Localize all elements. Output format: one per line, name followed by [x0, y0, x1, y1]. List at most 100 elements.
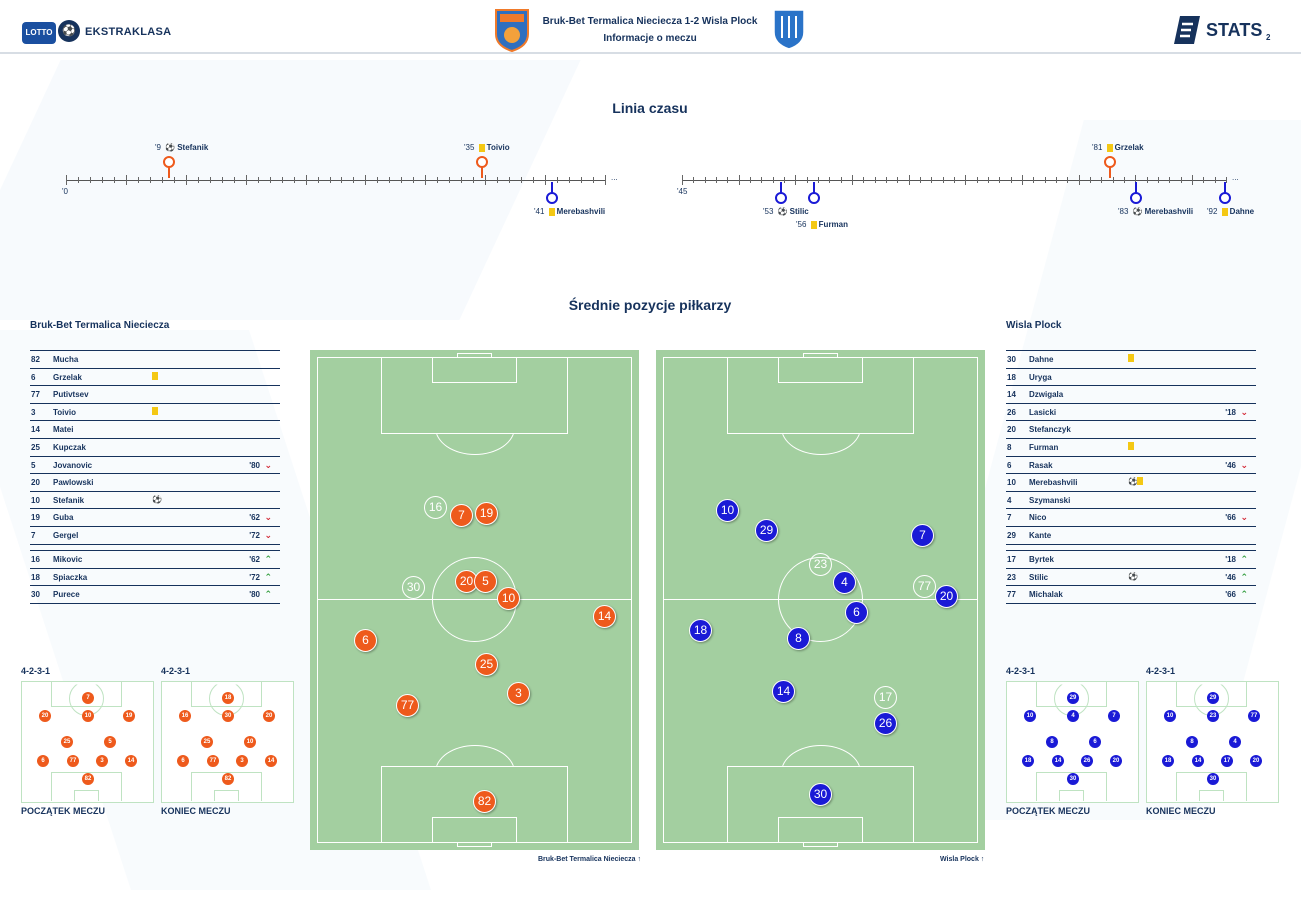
- player-number: 6: [1007, 460, 1012, 470]
- map-pin-icon: [1130, 192, 1142, 204]
- map-pin-stem: [1109, 166, 1111, 178]
- formation-player-dot: 14: [1192, 755, 1204, 767]
- player-position-dot: 10: [716, 499, 739, 522]
- roster-row: 18 Uryga: [1006, 369, 1256, 387]
- formation-player-dot: 25: [61, 736, 73, 748]
- match-subtitle: Informacje o meczu: [603, 33, 697, 44]
- player-position-dot: 14: [772, 680, 795, 703]
- player-name: Stefanik: [53, 495, 85, 505]
- home-crest-icon: [495, 9, 529, 52]
- timeline-tick: [1181, 177, 1182, 183]
- formation-player-dot: 19: [123, 710, 135, 722]
- player-number: 10: [1007, 478, 1016, 488]
- timeline-tick: [318, 177, 319, 183]
- player-position-dot: 18: [689, 619, 712, 642]
- formation-player-dot: 77: [207, 755, 219, 767]
- timeline-tick: [1033, 177, 1034, 183]
- player-name: Kupczak: [53, 442, 86, 452]
- formation-player-dot: 82: [82, 773, 94, 785]
- event-label: '41 Merebashvili: [534, 207, 606, 216]
- chevron-down-icon: ⌄: [1240, 512, 1248, 523]
- player-position-dot: 4: [833, 571, 856, 594]
- yellow-card-icon: [1128, 441, 1134, 450]
- map-pin-stem: [780, 182, 782, 194]
- map-pin-stem: [168, 166, 170, 178]
- chevron-up-icon: ⌃: [264, 571, 272, 582]
- player-number: 23: [1007, 572, 1016, 582]
- timeline-tick: [521, 177, 522, 183]
- formation-player-dot: 3: [96, 755, 108, 767]
- formation-player-dot: 14: [125, 755, 137, 767]
- timeline-tick: [841, 177, 842, 183]
- player-name: Kante: [1029, 530, 1052, 540]
- player-number: 6: [31, 372, 36, 382]
- timeline-tick: [739, 175, 740, 185]
- substitution-minute: '66: [1225, 590, 1236, 600]
- timeline-tick: [943, 177, 944, 183]
- mini-penalty-area: [1176, 772, 1247, 801]
- player-name: Mikovic: [53, 555, 83, 564]
- away-formation-end: 29 10 23 77 8 4 18 14 17 20 30: [1146, 681, 1279, 803]
- mini-penalty-area: [1036, 772, 1107, 801]
- player-number: 77: [31, 390, 40, 400]
- yellow-card-icon: [1106, 143, 1113, 152]
- timeline-tick: [413, 177, 414, 183]
- timeline-tick: [886, 177, 887, 183]
- substitution-minute: '72: [249, 530, 260, 540]
- timeline-tick: [693, 177, 694, 183]
- formation-player-dot: 6: [177, 755, 189, 767]
- timeline-tick: [449, 177, 450, 183]
- formation-player-dot: 14: [1052, 755, 1064, 767]
- yellow-card-icon: [1221, 207, 1228, 216]
- timeline-tick: [1147, 177, 1148, 183]
- player-name: Gergel: [53, 530, 79, 540]
- map-pin-icon: [476, 156, 488, 168]
- substitution-minute: '80: [249, 590, 260, 600]
- event-label: '81 Grzelak: [1092, 143, 1144, 152]
- roster-row: 6 Rasak '46 ⌄: [1006, 457, 1256, 475]
- yellow-card-icon: [152, 406, 158, 415]
- timeline-tick: [533, 177, 534, 183]
- timeline-tick: [1226, 177, 1227, 183]
- timeline-tick: [569, 177, 570, 183]
- player-number: 25: [31, 442, 40, 452]
- player-position-dot: 19: [475, 502, 498, 525]
- timeline-tick: [365, 175, 366, 185]
- home-roster: 82 Mucha 6 Grzelak 77 Putivtsev 3 Toivio 14 Matei…: [30, 350, 280, 545]
- chevron-up-icon: ⌃: [1240, 554, 1248, 564]
- player-position-dot: 25: [475, 653, 498, 676]
- roster-row: 20 Pawlowski: [30, 474, 280, 492]
- away-formation-end-label: 4-2-3-1: [1146, 666, 1176, 676]
- player-number: 77: [1007, 590, 1016, 600]
- timeline-tick: [1067, 177, 1068, 183]
- timeline-tick: [705, 177, 706, 183]
- chevron-up-icon: ⌃: [1240, 589, 1248, 600]
- timeline-tick: [353, 177, 354, 183]
- positions-title: Średnie pozycje piłkarzy: [568, 297, 732, 313]
- player-position-dot: 6: [845, 601, 868, 624]
- timeline-tick: [1011, 177, 1012, 183]
- roster-row: 6 Grzelak: [30, 369, 280, 387]
- roster-row: 14 Dzwigala: [1006, 386, 1256, 404]
- timeline-tick: [784, 177, 785, 183]
- formation-player-dot: 25: [201, 736, 213, 748]
- formation-player-dot: 16: [179, 710, 191, 722]
- soccer-ball-icon: ⚽: [152, 494, 162, 504]
- player-number: 26: [1007, 407, 1016, 417]
- player-position-dot: 30: [402, 576, 425, 599]
- chevron-up-icon: ⌃: [264, 589, 272, 600]
- goal: [803, 353, 838, 358]
- formation-player-dot: 4: [1067, 710, 1079, 722]
- roster-row: 8 Furman: [1006, 439, 1256, 457]
- player-number: 7: [31, 530, 36, 540]
- player-number: 82: [31, 355, 40, 364]
- top-header: LOTTO ⚽ EKSTRAKLASA Bruk-Bet Termalica N…: [0, 0, 1301, 54]
- goal-area: [778, 817, 863, 843]
- goal: [457, 842, 492, 847]
- player-name: Dzwigala: [1029, 390, 1064, 400]
- yellow-card-icon: [1137, 477, 1143, 486]
- player-position-dot: 7: [450, 504, 473, 527]
- player-position-dot: 5: [474, 570, 497, 593]
- player-position-dot: 3: [507, 682, 530, 705]
- home-end-caption: KONIEC MECZU: [161, 806, 231, 816]
